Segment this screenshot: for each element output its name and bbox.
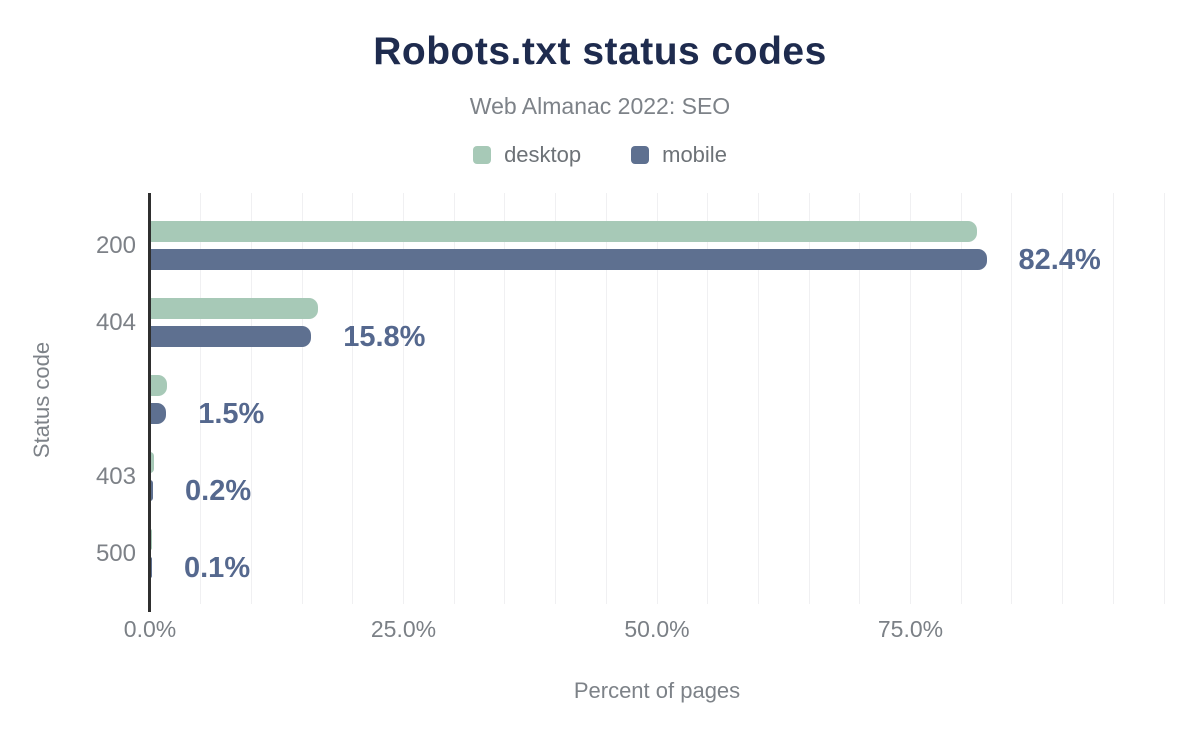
gridline — [1112, 193, 1114, 604]
gridline — [757, 193, 759, 604]
category-label: 403 — [95, 462, 136, 490]
x-tick-label: 25.0% — [370, 616, 437, 642]
gridline — [960, 193, 962, 604]
value-label: 15.8% — [343, 320, 426, 353]
legend: desktop mobile — [0, 142, 1200, 168]
desktop-bar[interactable] — [150, 298, 319, 319]
category-label: 404 — [95, 308, 136, 336]
x-tick-label: 50.0% — [624, 616, 690, 642]
value-label: 1.5% — [198, 397, 265, 430]
desktop-bar[interactable] — [150, 221, 978, 242]
gridline — [1163, 193, 1165, 604]
chart-title: Robots.txt status codes — [373, 30, 827, 73]
desktop-swatch-icon — [473, 146, 492, 164]
value-label: 0.2% — [185, 474, 252, 507]
category-label: 200 — [95, 231, 136, 259]
category-label: 500 — [95, 539, 136, 567]
chart-subtitle: Web Almanac 2022: SEO — [469, 93, 731, 119]
gridline — [707, 193, 709, 604]
gridline — [605, 193, 607, 604]
gridline — [555, 193, 557, 604]
value-label: 0.1% — [184, 551, 251, 584]
gridline — [352, 193, 354, 604]
y-axis-labels: 200 404 403 500 — [0, 193, 136, 607]
value-label: 82.4% — [1018, 243, 1101, 276]
gridline — [1011, 193, 1013, 604]
mobile-bar[interactable] — [150, 326, 312, 347]
y-axis-line — [148, 193, 151, 612]
x-axis-ticks: 0.0% 25.0% 50.0% 75.0% — [124, 616, 1164, 642]
mobile-bar[interactable] — [150, 557, 152, 578]
legend-label-desktop: desktop — [504, 142, 582, 167]
category-label — [0, 388, 136, 412]
legend-item-mobile[interactable]: mobile — [631, 142, 727, 168]
desktop-bar[interactable] — [150, 452, 154, 473]
gridline — [859, 193, 861, 604]
gridline — [504, 193, 506, 604]
mobile-bar[interactable] — [150, 403, 167, 424]
gridline — [250, 193, 252, 604]
gridline — [1062, 193, 1064, 604]
gridline — [910, 193, 911, 604]
desktop-bar[interactable] — [150, 375, 168, 396]
mobile-bar[interactable] — [150, 480, 154, 501]
gridline — [656, 193, 658, 604]
gridline — [200, 193, 202, 604]
mobile-bar[interactable] — [150, 249, 987, 270]
legend-item-desktop[interactable]: desktop — [473, 142, 581, 168]
gridline — [808, 193, 810, 604]
gridline — [453, 193, 455, 604]
mobile-swatch-icon — [631, 146, 650, 164]
x-tick-label: 0.0% — [123, 616, 177, 642]
desktop-bar[interactable] — [150, 529, 152, 550]
plot-area: 82.4% 15.8% 1.5% 0.2% 0.1% — [150, 193, 1165, 604]
gridline — [301, 193, 303, 604]
x-axis-title: Percent of pages — [573, 678, 741, 703]
x-tick-label: 75.0% — [877, 616, 944, 642]
legend-label-mobile: mobile — [662, 142, 727, 167]
gridline — [403, 193, 404, 604]
